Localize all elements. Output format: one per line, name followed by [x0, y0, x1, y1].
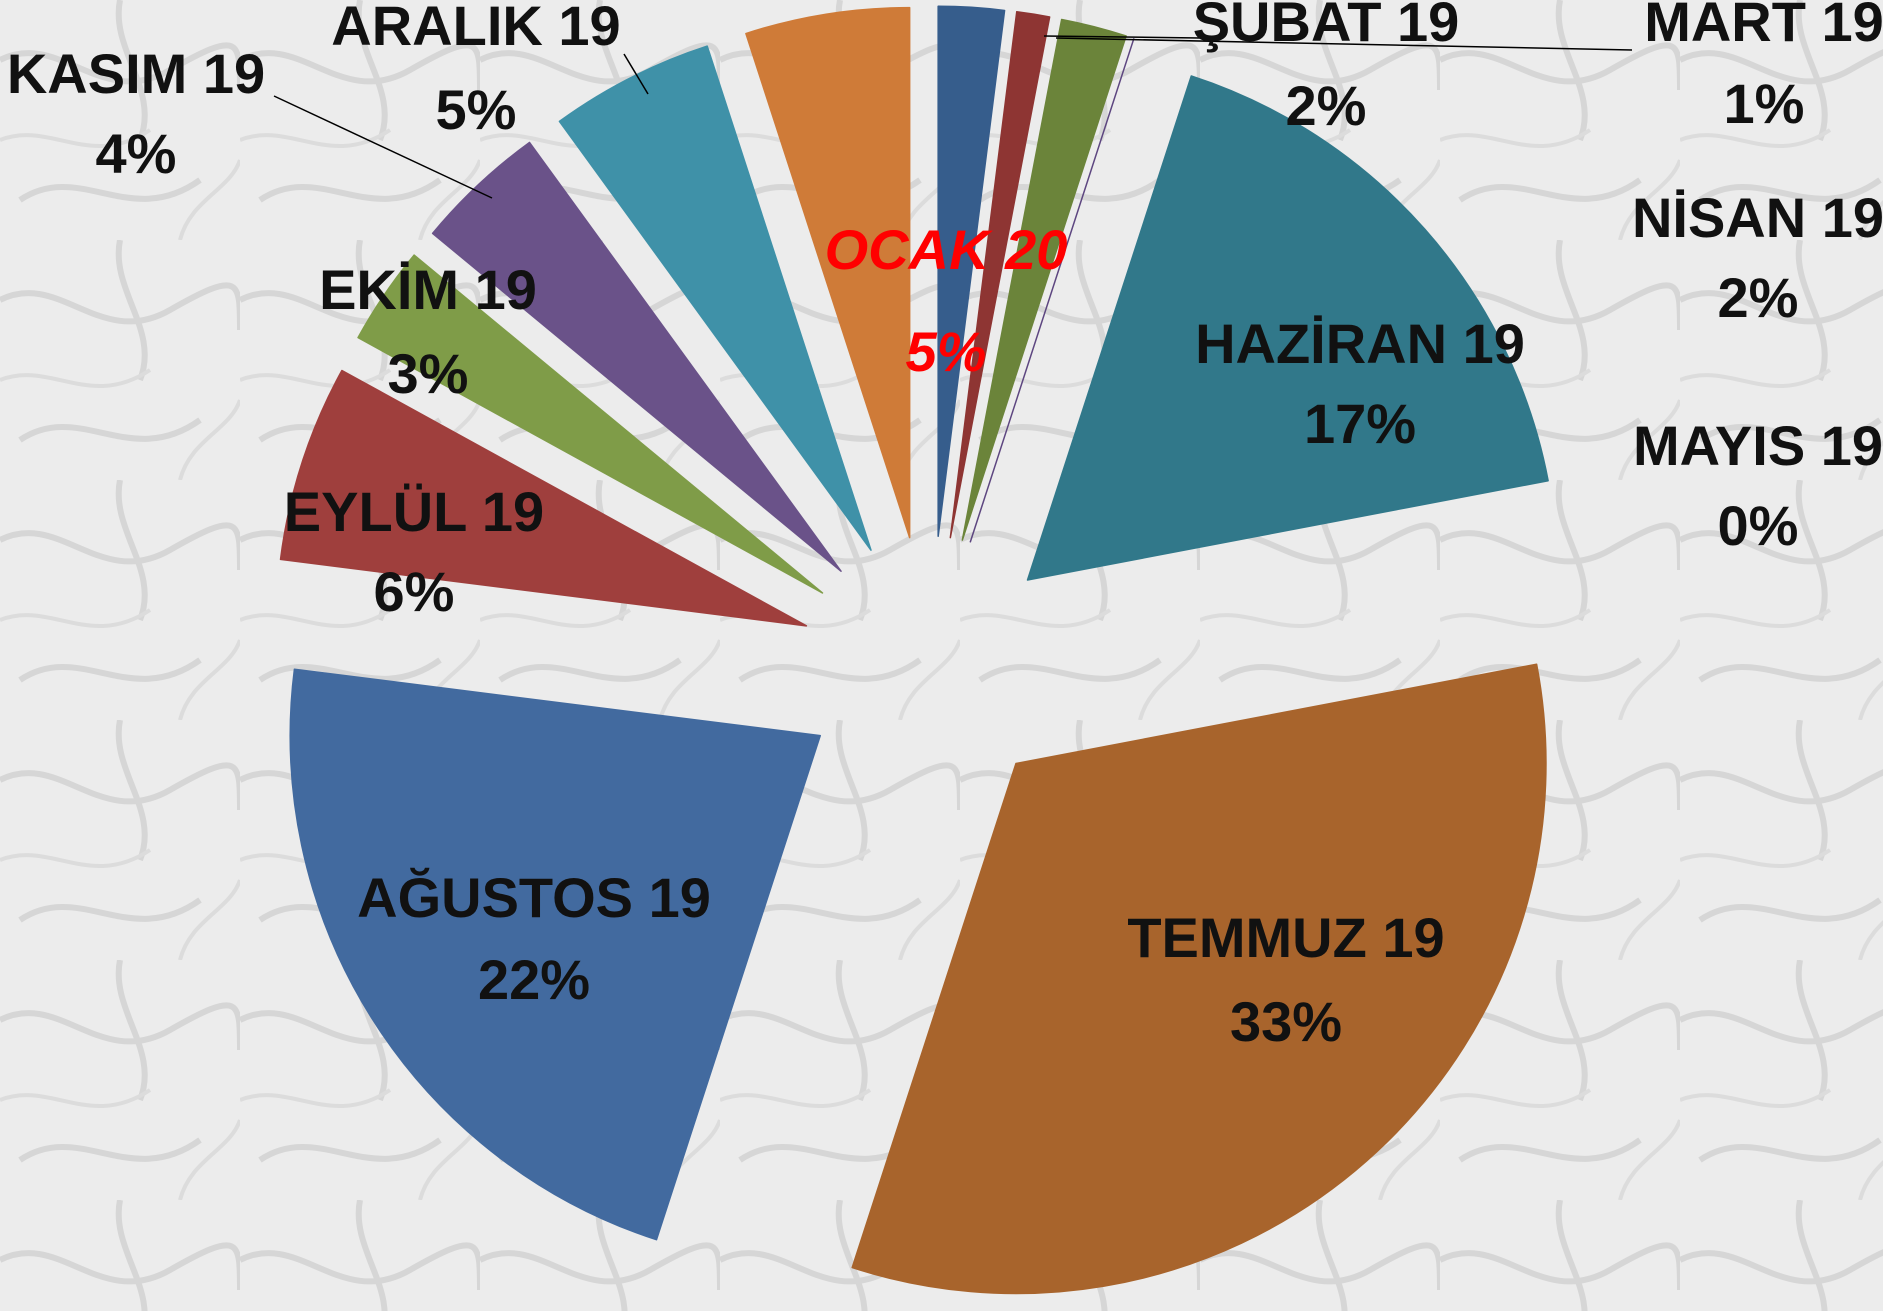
value-label: 22% [478, 948, 590, 1011]
slice-label: KASIM 19 [7, 42, 265, 105]
value-label: 1% [1724, 72, 1805, 135]
value-label: 5% [906, 320, 987, 383]
slice-label: AĞUSTOS 19 [357, 866, 711, 929]
slice [558, 45, 872, 551]
slice [851, 663, 1547, 1295]
slice [279, 369, 808, 627]
value-label: 0% [1718, 494, 1799, 557]
slice [289, 668, 821, 1241]
slice-label: MAYIS 19 [1633, 414, 1883, 477]
slice [357, 254, 824, 594]
slice-label: ARALIK 19 [331, 0, 620, 57]
slice [937, 5, 1006, 538]
slice [949, 11, 1051, 539]
slice-label: NİSAN 19 [1632, 186, 1883, 249]
pie [279, 5, 1549, 1295]
slice-label: HAZİRAN 19 [1195, 312, 1525, 375]
slice [961, 18, 1127, 541]
leader-line [1055, 37, 1633, 51]
leader-line [273, 95, 493, 199]
slice [431, 141, 842, 572]
slice [969, 38, 1135, 543]
slice-label: ŞUBAT 19 [1193, 0, 1460, 53]
slice [1026, 75, 1549, 581]
value-label: 2% [1286, 74, 1367, 137]
value-label: 33% [1230, 990, 1342, 1053]
labels: ŞUBAT 19 2% MART 19 1% NİSAN 19 2% MAYIS 19 0% H… [7, 0, 1883, 1053]
value-label: 3% [388, 342, 469, 405]
slice-label: MART 19 [1644, 0, 1883, 53]
slice-label: OCAK 20 [825, 218, 1068, 281]
leader-line [623, 53, 649, 95]
slice-label: EKİM 19 [319, 258, 537, 321]
slice [745, 6, 911, 539]
leader-line [1043, 35, 1201, 39]
slice-label: TEMMUZ 19 [1127, 906, 1444, 969]
value-label: 4% [96, 122, 177, 185]
value-label: 6% [374, 560, 455, 623]
value-label: 17% [1304, 392, 1416, 455]
leader-lines [273, 35, 1633, 199]
value-label: 2% [1718, 266, 1799, 329]
value-label: 5% [436, 78, 517, 141]
slice-label: EYLÜL 19 [284, 480, 544, 543]
